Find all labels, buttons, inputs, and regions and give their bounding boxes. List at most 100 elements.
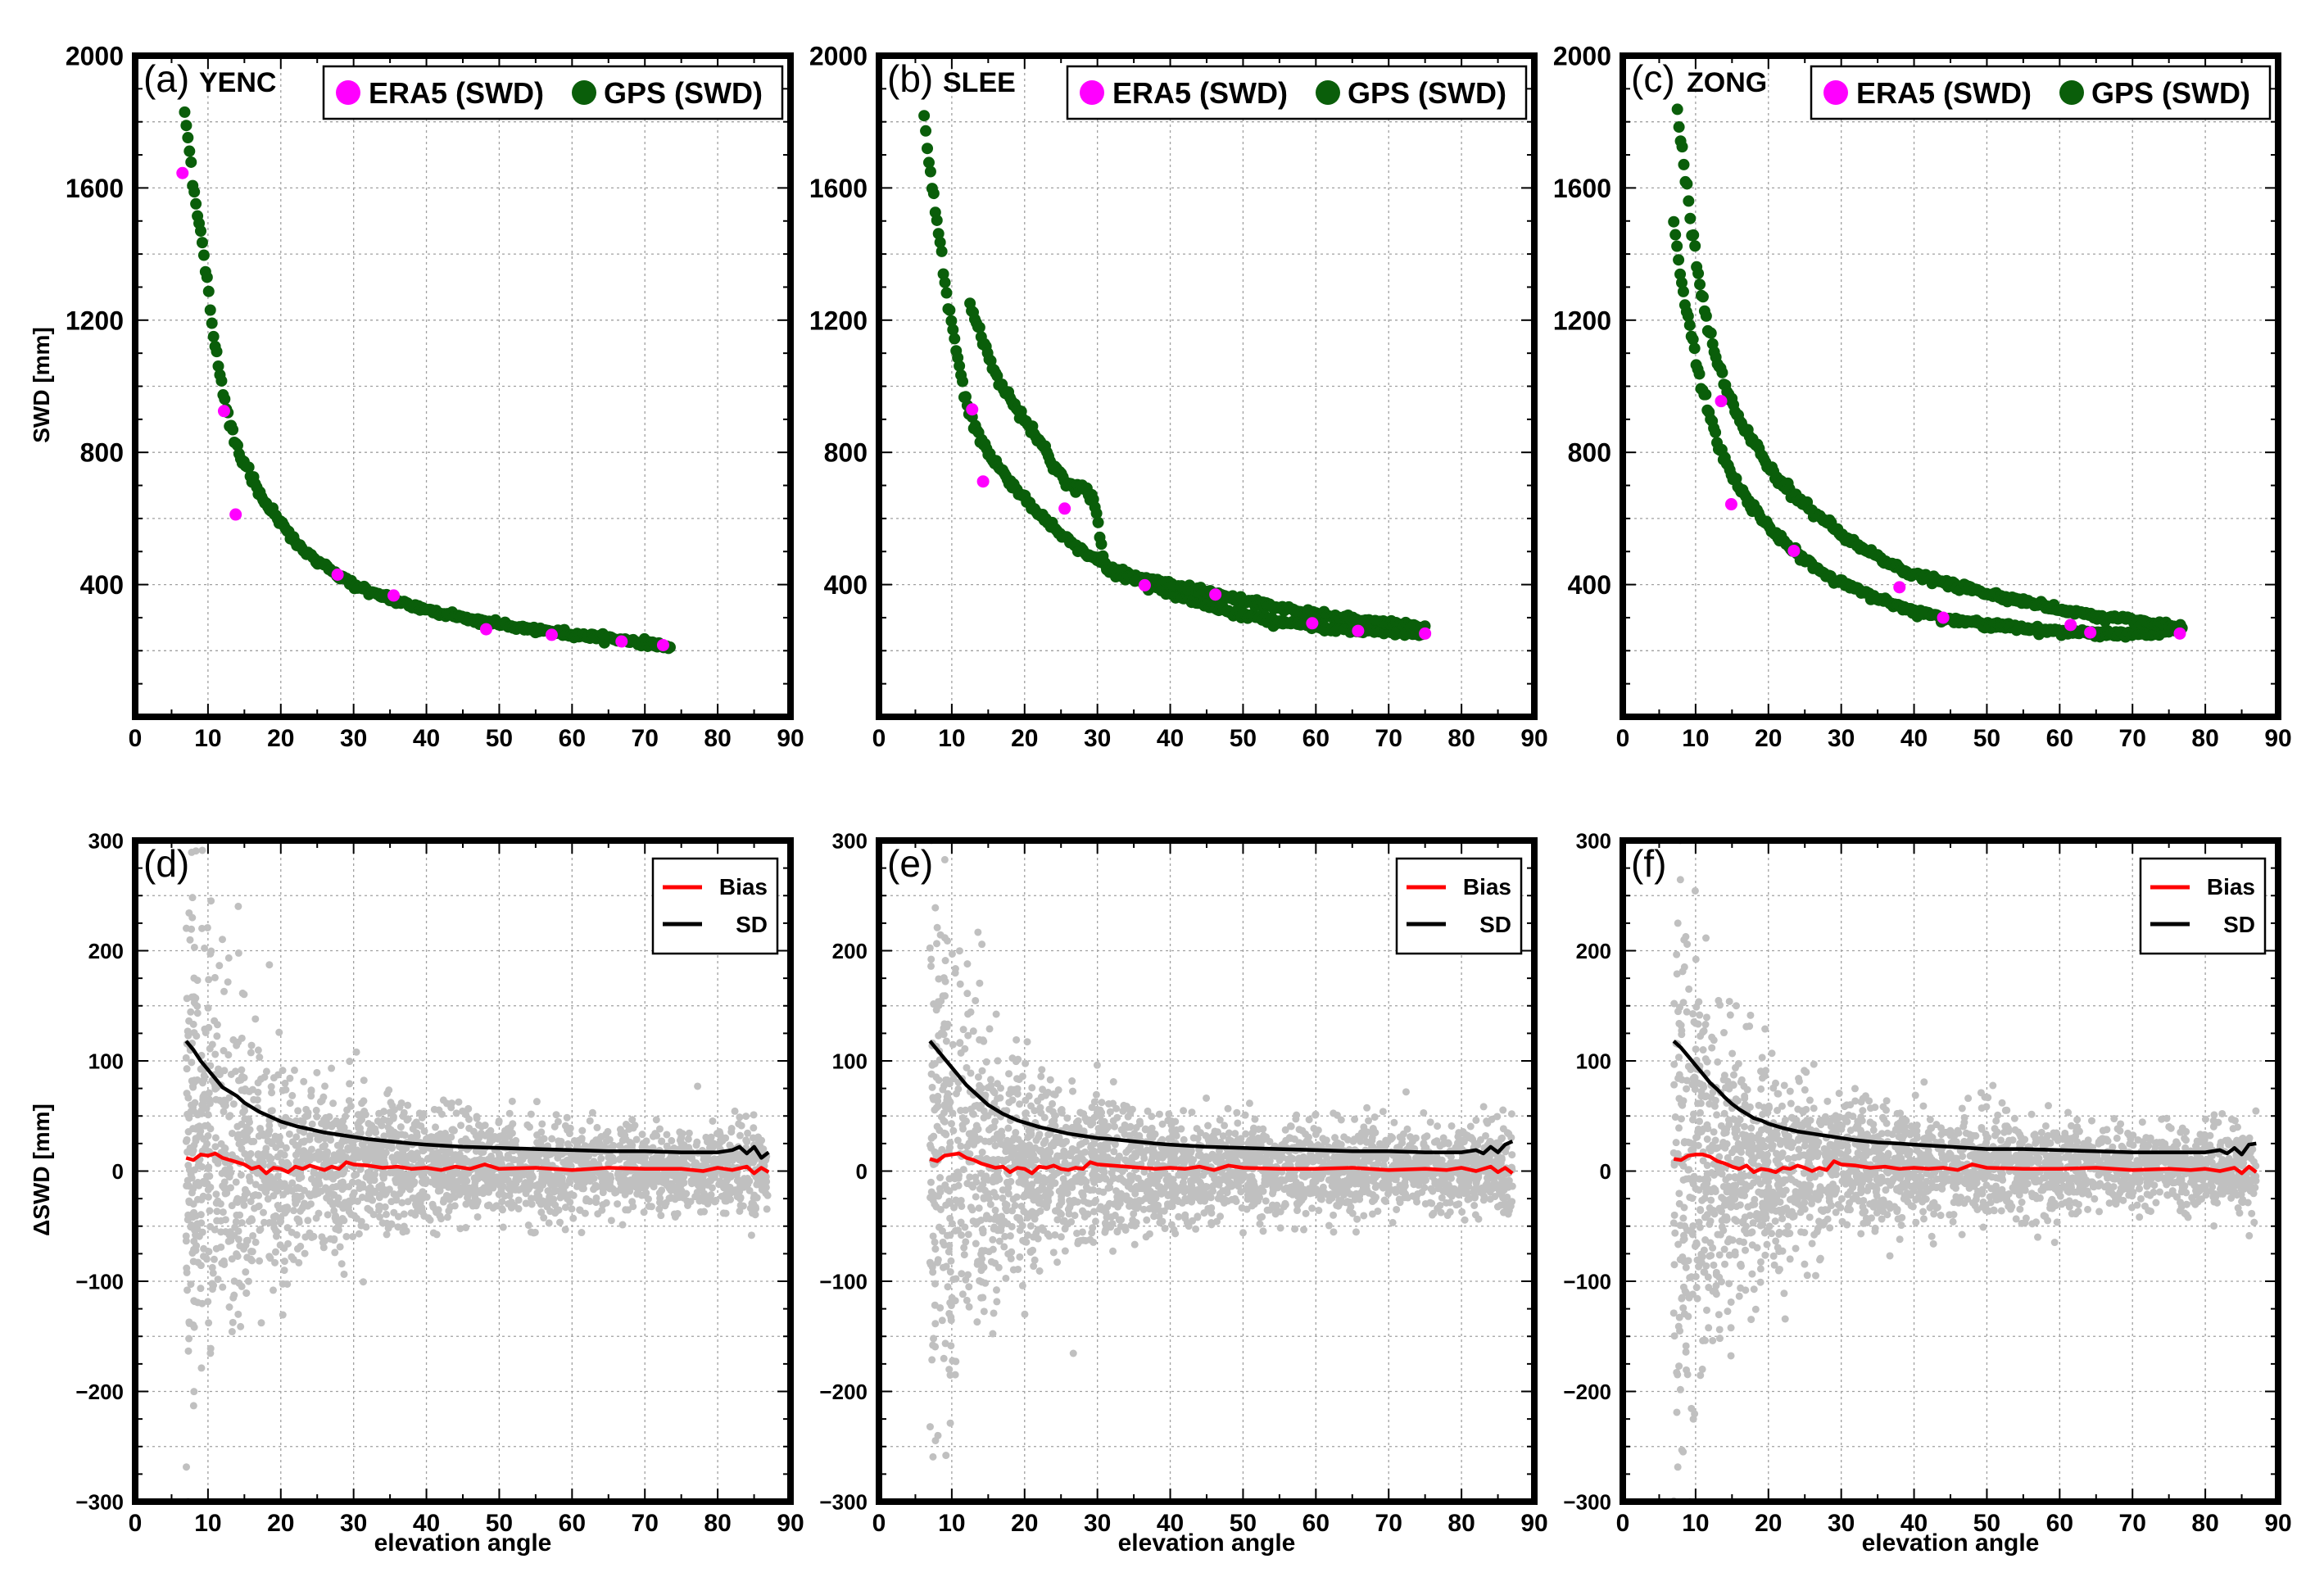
residual-point [576, 1206, 584, 1214]
residual-point [289, 1207, 297, 1215]
gps-series-b [918, 110, 1431, 641]
residual-point [350, 1155, 358, 1163]
plot-frame-c [1620, 52, 2281, 720]
era5-series-a [176, 166, 669, 651]
residual-point [204, 1132, 212, 1140]
gps-point [947, 324, 959, 336]
residual-point [464, 1105, 473, 1113]
gps-point [991, 369, 1003, 382]
residual-point [268, 1089, 276, 1097]
era5-point [2064, 619, 2077, 632]
residual-point [466, 1199, 474, 1207]
residual-point [410, 1168, 419, 1176]
residual-point [362, 1157, 370, 1165]
residual-point [451, 1202, 459, 1210]
residual-point [661, 1202, 669, 1210]
x-tick-label: 0 [129, 1510, 143, 1537]
x-tick-label: 60 [559, 725, 586, 752]
residual-point [535, 1198, 543, 1206]
residual-point [398, 1143, 406, 1151]
residual-point [705, 1177, 714, 1185]
residual-point [597, 1154, 605, 1162]
residual-point [489, 1181, 497, 1190]
residual-point [301, 1249, 309, 1258]
residual-point [746, 1204, 754, 1212]
residual-point [397, 1099, 405, 1107]
residual-point [342, 1232, 351, 1240]
residual-point [525, 1149, 533, 1158]
gps-point [202, 285, 215, 297]
residual-point [651, 1160, 659, 1168]
legend-era5-label: ERA5 (SWD) [1856, 76, 2032, 110]
residual-point [537, 1208, 546, 1217]
residual-point [234, 1235, 242, 1244]
residual-point [378, 1219, 387, 1227]
residual-point [530, 1229, 538, 1237]
gps-point [940, 287, 953, 299]
x-tick-label: 20 [1755, 725, 1782, 752]
residual-point [182, 1137, 190, 1145]
residual-point [187, 1108, 195, 1116]
residual-point [201, 1180, 209, 1188]
residual-point [645, 1173, 653, 1181]
residual-point [381, 1203, 389, 1211]
residual-point [640, 1208, 648, 1217]
residual-point [247, 1248, 256, 1256]
residual-point [499, 1223, 507, 1231]
legend-box [322, 65, 784, 120]
residual-point [342, 1113, 350, 1121]
residual-point [204, 1004, 212, 1012]
era5-series-c [1715, 395, 2186, 640]
residual-point [254, 1079, 262, 1087]
gps-point [1676, 141, 1688, 153]
residual-point [188, 1082, 197, 1090]
residual-point [330, 1236, 338, 1244]
x-tick-label: 50 [1973, 725, 2000, 752]
residual-point [644, 1195, 652, 1203]
residual-point [757, 1171, 765, 1180]
gps-point [206, 317, 218, 329]
gps-point [922, 143, 934, 155]
residual-point [736, 1207, 744, 1215]
gps-point [1688, 342, 1701, 355]
residual-point [445, 1156, 453, 1164]
residual-point [238, 1282, 246, 1290]
residual-point [387, 1126, 395, 1134]
residual-point [424, 1134, 433, 1142]
residual-point [597, 1133, 605, 1141]
residual-point [1161, 1225, 1169, 1233]
residual-point [349, 1197, 357, 1205]
residual-point [622, 1121, 630, 1129]
residual-point [189, 1185, 197, 1193]
legend-era5-marker [1080, 80, 1104, 105]
residual-point [462, 1111, 470, 1119]
residual-point [603, 1137, 611, 1145]
gps-point [1674, 268, 1687, 280]
residual-point [693, 1177, 701, 1185]
residual-point [680, 1142, 688, 1150]
legend-gps-marker [572, 80, 596, 105]
residual-point [495, 1118, 503, 1126]
era5-point [176, 166, 189, 179]
residual-point [328, 1064, 336, 1072]
residual-point [219, 1182, 227, 1190]
residual-point [438, 1146, 446, 1154]
residual-point [518, 1185, 526, 1193]
residual-point [204, 1111, 212, 1119]
gps-point [1681, 178, 1693, 190]
residual-point [193, 1195, 202, 1203]
residual-point [262, 1144, 270, 1153]
residual-point [182, 1232, 190, 1240]
residual-point [334, 1194, 342, 1202]
residual-point [1180, 1135, 1188, 1144]
residual-point [348, 1178, 356, 1186]
residual-point [187, 1280, 195, 1289]
y-tick-label: 1600 [809, 174, 868, 203]
x-tick-label: 60 [559, 1510, 586, 1537]
x-tick-label: 10 [194, 1510, 221, 1537]
residual-point [433, 1152, 442, 1160]
residual-point [963, 960, 972, 968]
residual-point [274, 1153, 282, 1161]
residual-point [244, 1115, 252, 1123]
